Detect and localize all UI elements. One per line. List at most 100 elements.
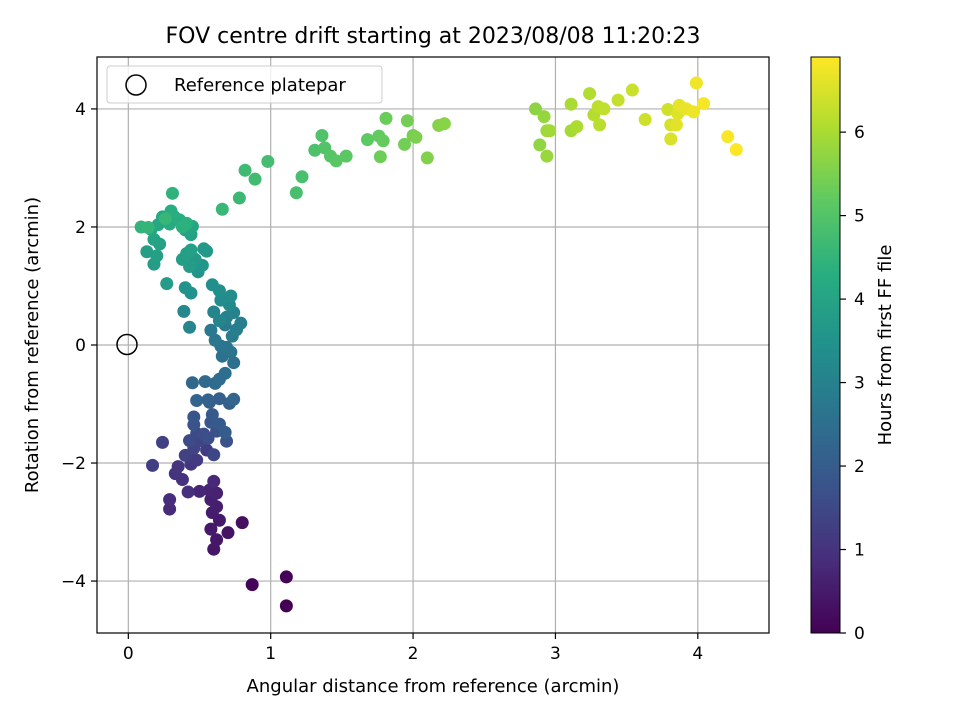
data-point xyxy=(235,516,249,530)
data-point xyxy=(147,232,161,246)
data-point xyxy=(248,172,262,186)
y-tick-label: 0 xyxy=(75,336,86,356)
data-point xyxy=(227,356,241,370)
chart-title: FOV centre drift starting at 2023/08/08 … xyxy=(166,24,701,49)
data-point xyxy=(261,154,275,168)
data-point xyxy=(593,118,607,132)
data-point xyxy=(315,128,329,142)
data-point xyxy=(329,154,343,168)
data-point xyxy=(234,316,248,330)
data-point xyxy=(537,110,551,124)
data-point xyxy=(597,102,611,116)
colorbar: 0 1 2 3 4 5 6 Hours from first FF file xyxy=(810,56,896,644)
data-point xyxy=(232,191,246,205)
x-tick-label: 0 xyxy=(123,644,134,664)
legend-box xyxy=(106,65,383,104)
data-point xyxy=(400,114,414,128)
legend-marker-icon xyxy=(125,74,147,96)
data-point xyxy=(721,130,735,144)
colorbar-tick-label: 1 xyxy=(854,541,865,561)
data-point xyxy=(197,242,211,256)
data-point xyxy=(564,97,578,111)
colorbar-gradient xyxy=(810,56,841,634)
data-point xyxy=(193,484,207,498)
data-point xyxy=(204,323,218,337)
colorbar-tick-label: 2 xyxy=(854,457,865,477)
data-point xyxy=(210,533,224,547)
data-point xyxy=(308,143,322,157)
data-point xyxy=(171,460,185,474)
data-point xyxy=(376,134,390,148)
x-tick-label: 2 xyxy=(408,644,419,664)
data-point xyxy=(661,103,675,117)
data-point xyxy=(184,243,198,257)
data-point xyxy=(339,149,353,163)
data-point xyxy=(289,186,303,200)
data-point xyxy=(583,87,597,101)
data-point xyxy=(221,526,235,540)
colorbar-tick-label: 6 xyxy=(854,123,865,143)
legend-entry: Reference platepar xyxy=(174,75,346,96)
data-point xyxy=(212,392,226,406)
data-point xyxy=(533,138,547,152)
colorbar-tick-label: 5 xyxy=(854,207,865,227)
data-point xyxy=(409,130,423,144)
data-point xyxy=(361,133,375,147)
data-point xyxy=(689,76,703,90)
x-tick-label: 1 xyxy=(265,644,276,664)
data-point xyxy=(201,393,215,407)
data-point xyxy=(163,502,177,516)
data-point xyxy=(238,163,252,177)
x-axis-ticks: 0 1 2 3 4 xyxy=(123,633,703,664)
x-tick-label: 4 xyxy=(692,644,703,664)
data-point xyxy=(183,320,197,334)
data-point xyxy=(208,333,222,347)
data-point xyxy=(625,83,639,97)
data-point xyxy=(638,113,652,127)
y-tick-label: −4 xyxy=(61,572,86,592)
data-point xyxy=(160,277,174,291)
y-axis-label: Rotation from reference (arcmin) xyxy=(22,197,43,493)
data-point xyxy=(165,186,179,200)
data-point xyxy=(158,212,172,226)
data-point xyxy=(570,120,584,134)
x-tick-label: 3 xyxy=(550,644,561,664)
data-point xyxy=(155,435,169,449)
legend: Reference platepar xyxy=(106,65,383,104)
data-point xyxy=(141,221,155,235)
data-point xyxy=(543,124,557,138)
data-point xyxy=(437,117,451,131)
data-point xyxy=(178,448,192,462)
y-tick-label: −2 xyxy=(61,454,86,474)
data-point xyxy=(207,474,221,488)
data-point xyxy=(146,458,160,472)
x-axis-label: Angular distance from reference (arcmin) xyxy=(247,676,620,697)
data-point xyxy=(212,314,226,328)
data-point xyxy=(177,304,191,318)
colorbar-tick-label: 3 xyxy=(854,374,865,394)
data-point xyxy=(729,143,743,157)
data-point xyxy=(201,431,215,445)
y-tick-label: 4 xyxy=(75,100,86,120)
data-point xyxy=(420,151,434,165)
data-point xyxy=(204,522,218,536)
data-point xyxy=(187,410,201,424)
data-point xyxy=(185,376,199,390)
data-point xyxy=(540,149,554,163)
data-point xyxy=(205,408,219,422)
data-point xyxy=(183,434,197,448)
data-point xyxy=(175,220,189,234)
data-point xyxy=(218,425,232,439)
data-point xyxy=(227,392,241,406)
data-point xyxy=(224,289,238,303)
data-point xyxy=(181,485,195,499)
data-point xyxy=(207,448,221,462)
reference-platepar-marker xyxy=(116,333,138,356)
data-point xyxy=(140,245,154,259)
data-point xyxy=(150,249,164,263)
data-points xyxy=(134,76,743,613)
y-tick-label: 2 xyxy=(75,218,86,238)
data-point xyxy=(697,97,711,111)
data-point xyxy=(373,150,387,164)
data-point xyxy=(205,278,219,292)
